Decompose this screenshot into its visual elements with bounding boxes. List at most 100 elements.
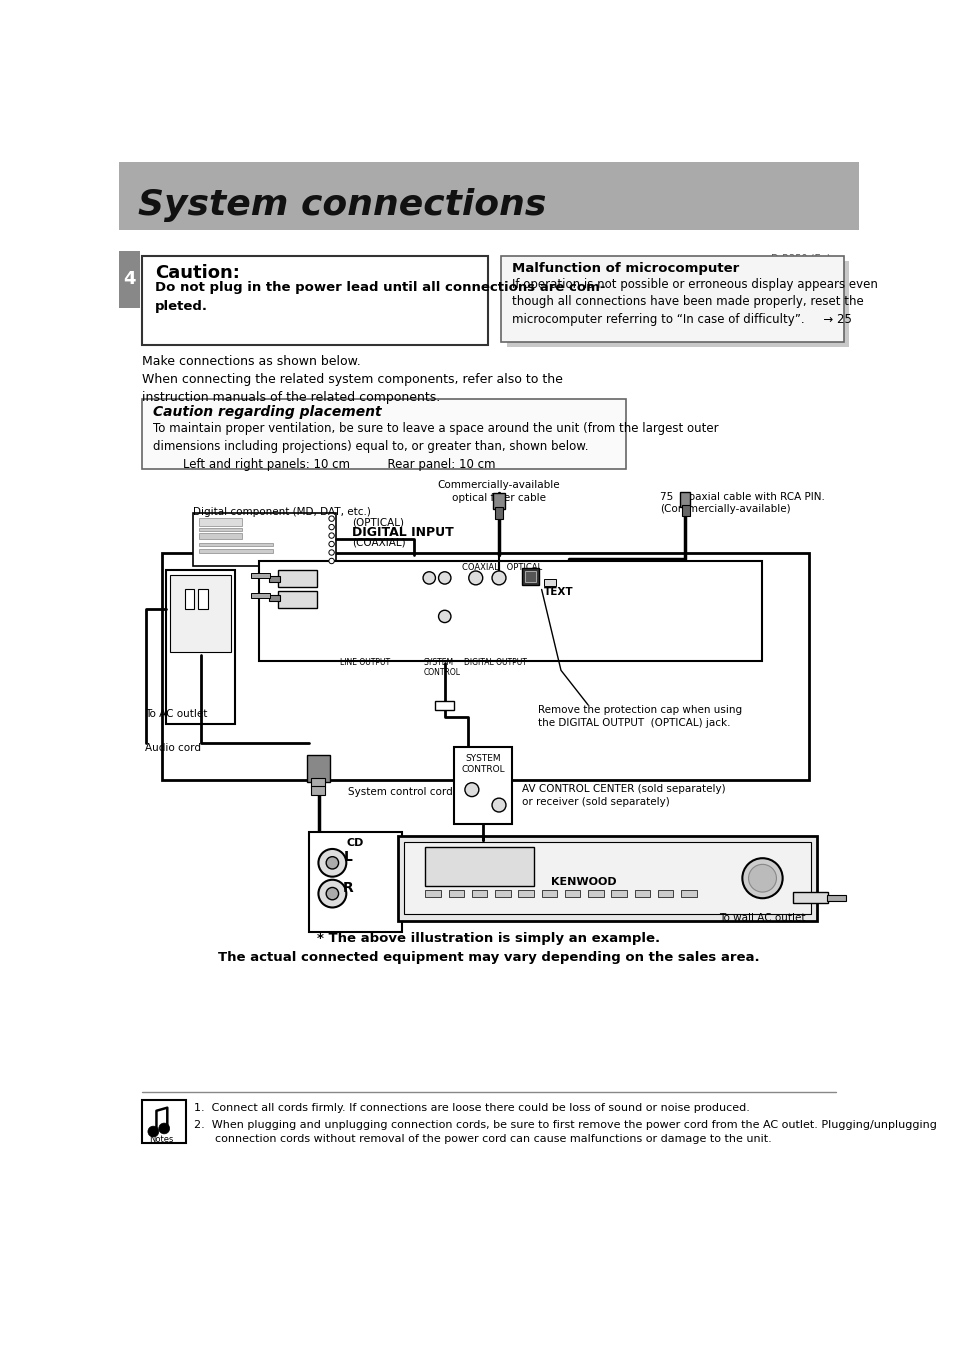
Text: (COAXIAL): (COAXIAL) bbox=[352, 538, 405, 549]
Text: Caution regarding placement: Caution regarding placement bbox=[153, 405, 381, 419]
Text: * The above illustration is simply an example.
The actual connected equipment ma: * The above illustration is simply an ex… bbox=[218, 932, 759, 963]
Text: If operation is not possible or erroneous display appears even
though all connec: If operation is not possible or erroneou… bbox=[512, 277, 877, 326]
Bar bbox=[587, 890, 603, 897]
Bar bbox=[199, 543, 273, 546]
Bar bbox=[278, 570, 316, 588]
Text: D-R350 (En): D-R350 (En) bbox=[770, 254, 830, 263]
Text: To wall AC outlet: To wall AC outlet bbox=[719, 913, 805, 923]
Circle shape bbox=[329, 542, 334, 547]
Bar bbox=[425, 890, 440, 897]
Text: CD: CD bbox=[347, 838, 364, 848]
Circle shape bbox=[438, 571, 451, 584]
Text: To maintain proper ventilation, be sure to leave a space around the unit (from t: To maintain proper ventilation, be sure … bbox=[153, 422, 719, 470]
Circle shape bbox=[741, 858, 781, 898]
Text: 4: 4 bbox=[123, 270, 135, 288]
Text: R: R bbox=[342, 881, 353, 896]
Bar bbox=[142, 399, 625, 469]
Bar bbox=[679, 492, 690, 507]
Bar bbox=[517, 890, 534, 897]
Bar bbox=[521, 567, 538, 585]
Circle shape bbox=[438, 611, 451, 623]
Circle shape bbox=[329, 532, 334, 538]
Bar bbox=[309, 832, 402, 932]
Text: Notes: Notes bbox=[149, 1135, 172, 1144]
Text: COAXIAL   OPTICAL: COAXIAL OPTICAL bbox=[461, 563, 541, 573]
Text: Make connections as shown below.
When connecting the related system components, : Make connections as shown below. When co… bbox=[142, 354, 562, 404]
Bar bbox=[611, 890, 626, 897]
Text: To AC outlet: To AC outlet bbox=[145, 709, 207, 719]
Circle shape bbox=[492, 798, 505, 812]
Circle shape bbox=[326, 888, 338, 900]
Text: SYSTEM
CONTROL: SYSTEM CONTROL bbox=[423, 658, 460, 677]
Text: KENWOOD: KENWOOD bbox=[551, 877, 617, 888]
Bar bbox=[185, 589, 194, 609]
Text: 75   coaxial cable with RCA PIN.
(Commercially-available): 75 coaxial cable with RCA PIN. (Commerci… bbox=[659, 492, 824, 515]
Bar bbox=[198, 589, 208, 609]
Bar bbox=[311, 786, 325, 794]
Circle shape bbox=[464, 782, 478, 797]
Bar bbox=[495, 890, 510, 897]
Bar bbox=[119, 162, 858, 230]
Bar bbox=[199, 517, 241, 526]
Text: Audio cord: Audio cord bbox=[145, 743, 201, 754]
Text: L: L bbox=[343, 850, 352, 865]
Circle shape bbox=[468, 571, 482, 585]
Circle shape bbox=[329, 524, 334, 530]
Circle shape bbox=[148, 1127, 158, 1138]
Text: (OPTICAL): (OPTICAL) bbox=[352, 517, 403, 527]
Text: Remove the protection cap when using
the DIGITAL OUTPUT  (OPTICAL) jack.: Remove the protection cap when using the… bbox=[537, 705, 741, 728]
Bar bbox=[793, 892, 827, 902]
Bar bbox=[166, 570, 235, 724]
Text: System control cord: System control cord bbox=[348, 788, 452, 797]
Bar bbox=[493, 493, 505, 508]
Bar bbox=[681, 505, 689, 516]
Text: Digital component (MD, DAT, etc.): Digital component (MD, DAT, etc.) bbox=[193, 507, 371, 517]
Text: DIGITAL OUTPUT: DIGITAL OUTPUT bbox=[464, 658, 526, 667]
Bar bbox=[541, 890, 557, 897]
Bar bbox=[251, 573, 270, 578]
Circle shape bbox=[329, 558, 334, 563]
Bar bbox=[525, 571, 536, 582]
Circle shape bbox=[492, 571, 505, 585]
Bar bbox=[199, 528, 241, 531]
Bar bbox=[278, 590, 316, 608]
Bar bbox=[495, 507, 502, 519]
Circle shape bbox=[318, 880, 346, 908]
Bar bbox=[269, 594, 279, 601]
Bar bbox=[119, 251, 140, 308]
Bar bbox=[199, 549, 273, 554]
Bar bbox=[251, 593, 270, 598]
Bar bbox=[199, 534, 241, 539]
Bar bbox=[435, 701, 454, 711]
Bar bbox=[171, 574, 231, 651]
Bar bbox=[258, 561, 761, 661]
Text: TEXT: TEXT bbox=[543, 588, 573, 597]
Circle shape bbox=[158, 1123, 170, 1133]
Text: SYSTEM
CONTROL: SYSTEM CONTROL bbox=[461, 754, 505, 774]
Bar bbox=[658, 890, 673, 897]
Bar bbox=[307, 755, 330, 782]
Text: 1.  Connect all cords firmly. If connections are loose there could be loss of so: 1. Connect all cords firmly. If connecti… bbox=[194, 1102, 749, 1113]
Bar bbox=[634, 890, 649, 897]
Circle shape bbox=[329, 550, 334, 555]
Bar bbox=[193, 513, 335, 566]
Bar bbox=[680, 890, 696, 897]
Text: System connections: System connections bbox=[137, 188, 546, 222]
Bar bbox=[454, 747, 512, 824]
Bar bbox=[425, 847, 534, 886]
Bar bbox=[142, 1100, 186, 1143]
Bar bbox=[269, 576, 279, 582]
Bar bbox=[397, 836, 816, 920]
Circle shape bbox=[329, 516, 334, 521]
Bar bbox=[448, 890, 464, 897]
Text: DIGITAL INPUT: DIGITAL INPUT bbox=[352, 527, 453, 539]
Bar bbox=[472, 890, 487, 897]
Text: Malfunction of microcomputer: Malfunction of microcomputer bbox=[512, 262, 739, 276]
Circle shape bbox=[422, 571, 435, 584]
Circle shape bbox=[326, 857, 338, 869]
Bar bbox=[506, 261, 848, 347]
Text: 2.  When plugging and unplugging connection cords, be sure to first remove the p: 2. When plugging and unplugging connecti… bbox=[194, 1120, 936, 1143]
Bar bbox=[543, 580, 556, 585]
Text: LINE OUTPUT: LINE OUTPUT bbox=[340, 658, 390, 667]
Text: Caution:: Caution: bbox=[154, 263, 239, 282]
